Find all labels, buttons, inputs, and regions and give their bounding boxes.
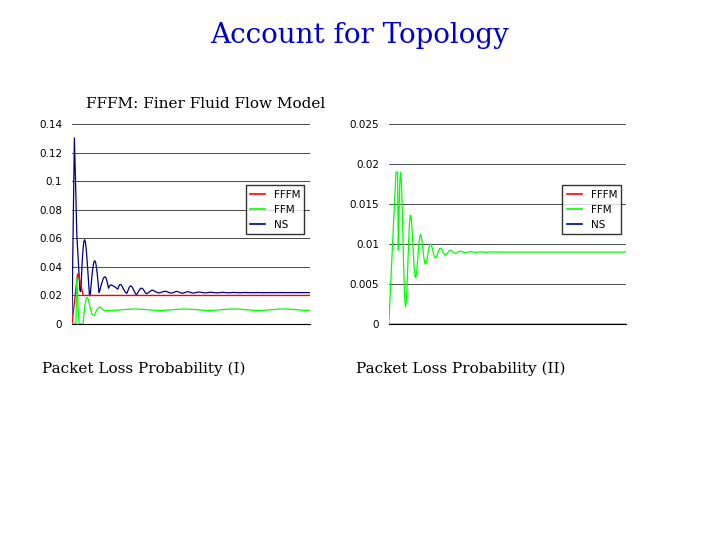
Text: FFFM: Finer Fluid Flow Model: FFFM: Finer Fluid Flow Model: [86, 97, 325, 111]
Text: Packet Loss Probability (II): Packet Loss Probability (II): [356, 362, 565, 376]
Legend: FFFM, FFM, NS: FFFM, FFM, NS: [246, 185, 305, 234]
Text: Packet Loss Probability (I): Packet Loss Probability (I): [42, 362, 246, 376]
Text: Account for Topology: Account for Topology: [211, 22, 509, 49]
Legend: FFFM, FFM, NS: FFFM, FFM, NS: [562, 185, 621, 234]
